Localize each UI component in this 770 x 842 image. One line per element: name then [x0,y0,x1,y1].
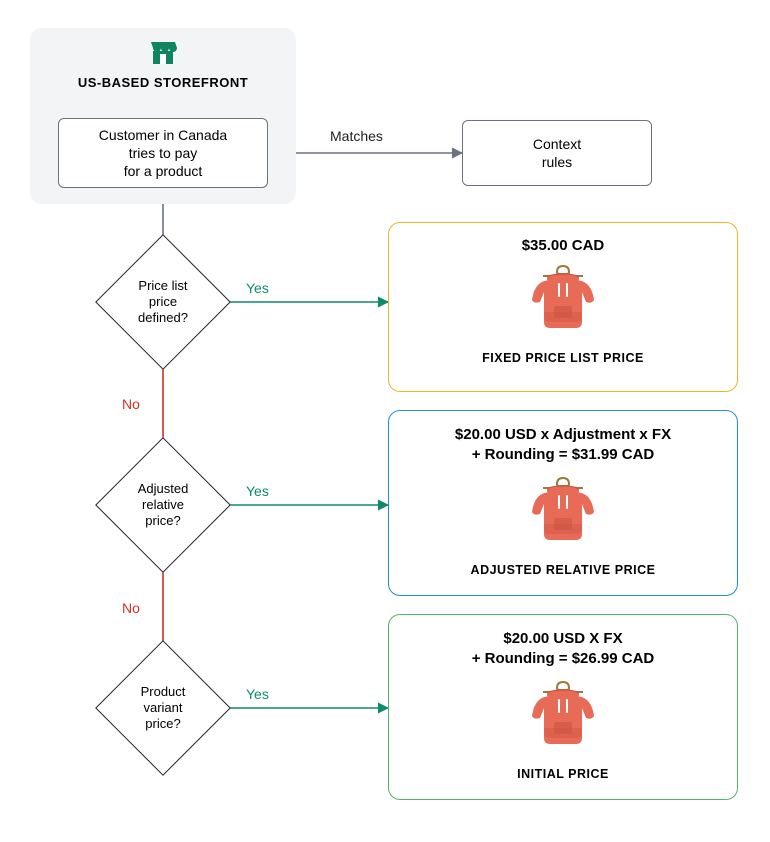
edge-label-no2: No [122,600,140,616]
decision-price-list: Price listpricedefined? [115,254,211,350]
result-formula: $20.00 USD x Adjustment x FX+ Rounding =… [455,425,671,466]
edge-label-no1: No [122,396,140,412]
context-line-2: rules [542,153,572,171]
decision-adjusted-price: Adjustedrelativeprice? [115,457,211,553]
edge-label-matches: Matches [330,128,383,144]
decision-variant-price: Productvariantprice? [115,660,211,756]
result-adjusted-price: $20.00 USD x Adjustment x FX+ Rounding =… [388,410,738,596]
decision-label: Productvariantprice? [141,684,186,733]
result-title: $35.00 CAD [522,237,605,254]
context-line-1: Context [533,135,581,153]
context-rules-box: Context rules [462,120,652,186]
decision-label: Adjustedrelativeprice? [138,481,189,530]
edge-label-yes3: Yes [246,686,269,702]
result-footer: INITIAL PRICE [517,767,609,781]
customer-action-box: Customer in Canada tries to pay for a pr… [58,118,268,188]
storefront-icon [148,40,178,69]
decision-label: Price listpricedefined? [138,278,188,327]
result-formula: $20.00 USD X FX+ Rounding = $26.99 CAD [472,629,655,670]
edge-label-yes1: Yes [246,280,269,296]
customer-line-3: for a product [124,162,203,180]
storefront-title: US-BASED STOREFRONT [78,75,248,90]
hoodie-icon [528,262,598,339]
result-initial-price: $20.00 USD X FX+ Rounding = $26.99 CAD I… [388,614,738,800]
hoodie-icon [528,678,598,755]
customer-line-1: Customer in Canada [99,126,227,144]
hoodie-icon [528,474,598,551]
customer-line-2: tries to pay [129,144,197,162]
edge-label-yes2: Yes [246,483,269,499]
result-footer: ADJUSTED RELATIVE PRICE [471,563,656,577]
result-fixed-price: $35.00 CAD FIXED PRICE LIST PRICE [388,222,738,392]
result-footer: FIXED PRICE LIST PRICE [482,351,644,365]
